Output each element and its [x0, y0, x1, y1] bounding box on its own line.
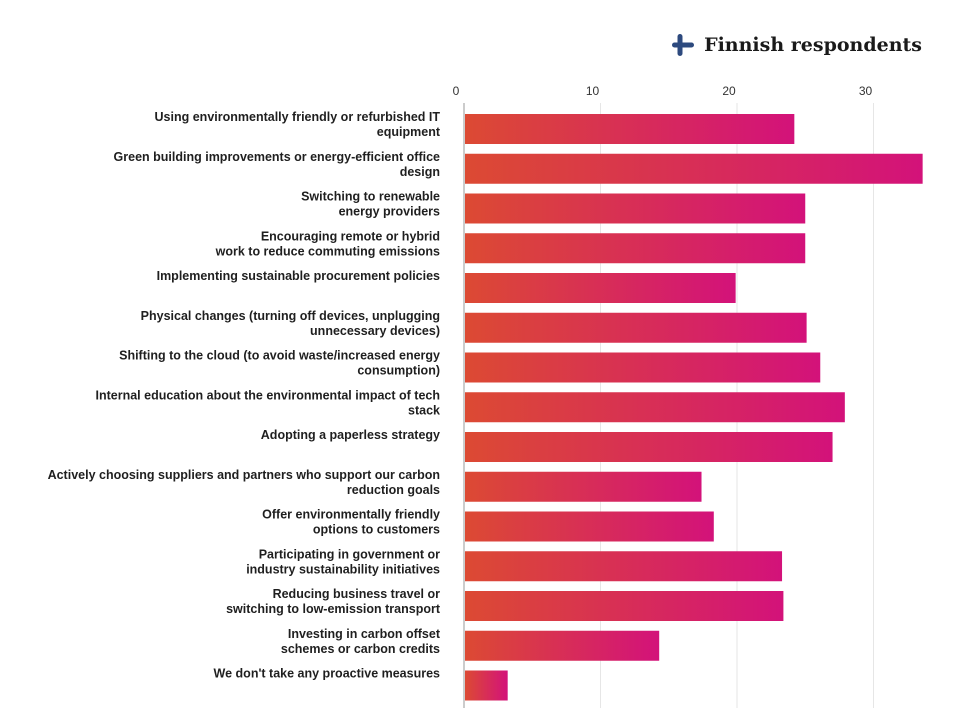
bar [465, 233, 806, 264]
bar [465, 312, 807, 343]
bars [465, 114, 923, 701]
category-label: Investing in carbon offset schemes or car… [281, 627, 441, 656]
legend-label: Finnish respondents [704, 34, 922, 56]
category-labels: Using environmentally friendly or refurb… [48, 110, 441, 681]
category-label: Adopting a paperless strategy [261, 428, 440, 442]
x-tick-label: 30 [859, 84, 873, 98]
bar [465, 114, 795, 144]
finland-flag-icon [672, 34, 695, 56]
bar [465, 511, 714, 542]
category-label: Actively choosing suppliers and partners… [48, 468, 440, 497]
category-label: Participating in government or industry s… [246, 547, 440, 576]
category-label: Shifting to the cloud (to avoid waste/in… [119, 349, 440, 378]
bar [465, 153, 923, 184]
bar [465, 193, 806, 224]
bar [465, 273, 736, 303]
bar [465, 471, 702, 502]
category-label: Reducing business travel or switching to … [226, 587, 441, 616]
category-label: Encouraging remote or hybrid work to redu… [215, 229, 440, 258]
category-label: Green building improvements or energy-ef… [114, 150, 440, 179]
category-label: Internal education about the environment… [96, 388, 441, 417]
bar [465, 591, 784, 621]
category-label: Physical changes (turning off devices, u… [141, 309, 440, 338]
category-label: Implementing sustainable procurement pol… [157, 269, 440, 283]
bar [465, 352, 821, 383]
category-label: Offer environmentally friendly options to… [262, 508, 440, 537]
bar [465, 551, 783, 582]
category-label: Switching to renewable energy providers [301, 190, 440, 219]
x-tick-label: 10 [586, 84, 600, 98]
bar [465, 670, 508, 701]
bar [465, 392, 845, 423]
category-label: Using environmentally friendly or refurb… [155, 110, 441, 139]
x-tick-label: 20 [722, 84, 736, 98]
legend: Finnish respondents [672, 34, 922, 56]
category-label: We don't take any proactive measures [214, 667, 440, 681]
x-axis-ticks: 0 10 20 30 [453, 84, 873, 98]
x-tick-label: 0 [453, 84, 460, 98]
bar [465, 432, 833, 462]
bar [465, 630, 660, 661]
